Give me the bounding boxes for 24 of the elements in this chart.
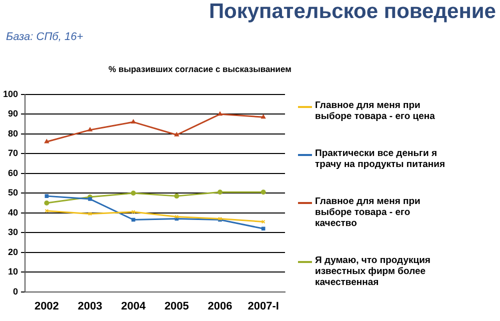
- x-tick-label: 2007-I: [248, 300, 279, 312]
- legend-label: Главное для меня при выборе товара - его цена: [315, 100, 436, 122]
- x-tick-label: 2004: [121, 300, 146, 312]
- y-tick-label: 40: [8, 207, 18, 218]
- y-tick-label: 70: [8, 148, 18, 158]
- legend-label: Главное для меня при выборе товара - его качество: [315, 196, 422, 229]
- legend-label: Практически все деньги я трачу на продукты питания: [315, 148, 446, 170]
- x-tick-label: 2005: [164, 300, 189, 312]
- text: % выразивших согласие с высказыванием: [108, 64, 292, 74]
- y-tick-label: 10: [8, 266, 18, 277]
- y-tick-label: 100: [2, 88, 18, 99]
- y-tick-label: 90: [8, 108, 18, 119]
- y-tick-label: 60: [8, 168, 18, 178]
- chart-subtitle: База: СПб, 16+: [6, 31, 84, 43]
- y-tick-label: 20: [8, 246, 18, 257]
- y-tick-label: 80: [8, 128, 18, 138]
- legend-label: Я думаю, что продукция известных фирм более качественная: [315, 255, 432, 288]
- y-tick-label: 0: [13, 286, 18, 296]
- y-tick-label: 50: [8, 188, 18, 198]
- x-tick-label: 2002: [34, 300, 59, 312]
- text: Покупательское поведение: [208, 0, 496, 24]
- x-tick-label: 2006: [208, 300, 232, 312]
- y-tick-label: 30: [8, 227, 18, 238]
- x-tick-label: 2003: [78, 300, 102, 312]
